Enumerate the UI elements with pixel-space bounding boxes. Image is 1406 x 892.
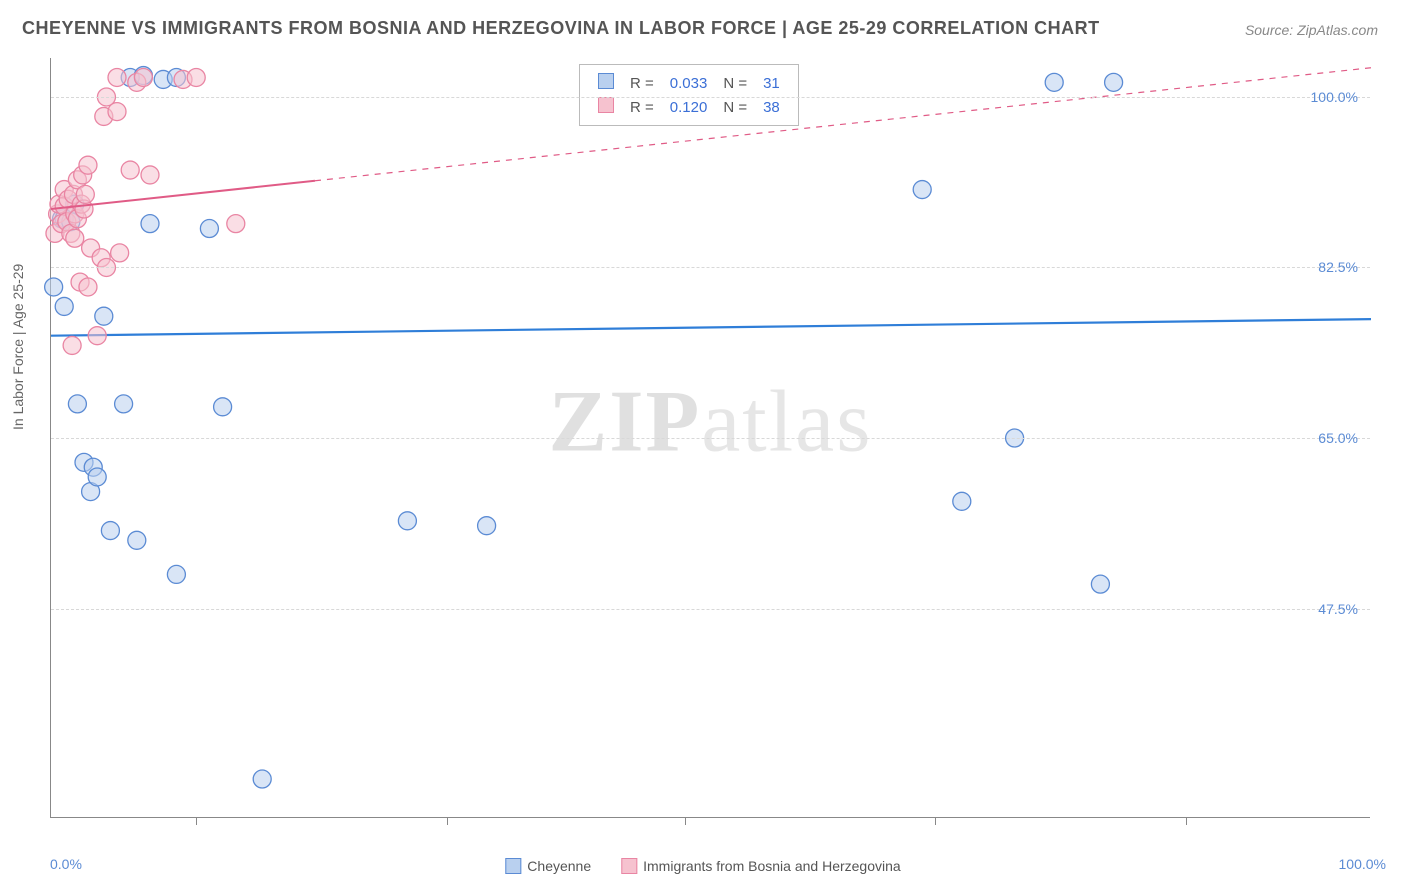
scatter-point (88, 468, 106, 486)
scatter-point (1091, 575, 1109, 593)
scatter-point (141, 215, 159, 233)
scatter-point (76, 185, 94, 203)
scatter-point (55, 297, 73, 315)
gridline (51, 609, 1370, 610)
x-tick (1186, 817, 1187, 825)
scatter-point (214, 398, 232, 416)
scatter-point (101, 522, 119, 540)
n-label: N = (715, 95, 755, 119)
scatter-point (913, 181, 931, 199)
scatter-point (953, 492, 971, 510)
scatter-point (398, 512, 416, 530)
scatter-point (200, 220, 218, 238)
scatter-point (108, 103, 126, 121)
legend-label: Cheyenne (527, 858, 591, 874)
scatter-point (167, 565, 185, 583)
bottom-legend: Cheyenne Immigrants from Bosnia and Herze… (505, 858, 900, 874)
legend-swatch (598, 73, 614, 89)
source-attribution: Source: ZipAtlas.com (1245, 22, 1378, 38)
trend-line (51, 319, 1371, 336)
scatter-point (63, 336, 81, 354)
x-tick (685, 817, 686, 825)
chart-title: CHEYENNE VS IMMIGRANTS FROM BOSNIA AND H… (22, 18, 1100, 39)
scatter-point (111, 244, 129, 262)
n-value: 38 (755, 95, 788, 119)
y-tick-label: 47.5% (1318, 601, 1358, 617)
scatter-point (79, 156, 97, 174)
r-value: 0.120 (662, 95, 716, 119)
stat-row: R =0.120N =38 (590, 95, 788, 119)
r-label: R = (622, 95, 662, 119)
legend-swatch (505, 858, 521, 874)
n-label: N = (715, 71, 755, 95)
x-tick (935, 817, 936, 825)
scatter-point (45, 278, 63, 296)
scatter-point (1105, 73, 1123, 91)
stat-row: R =0.033N =31 (590, 71, 788, 95)
r-value: 0.033 (662, 71, 716, 95)
x-tick (196, 817, 197, 825)
n-value: 31 (755, 71, 788, 95)
scatter-point (187, 68, 205, 86)
scatter-point (478, 517, 496, 535)
y-axis-label: In Labor Force | Age 25-29 (10, 264, 26, 430)
scatter-point (66, 229, 84, 247)
legend-swatch (598, 97, 614, 113)
scatter-point (95, 307, 113, 325)
scatter-point (68, 395, 86, 413)
scatter-point (79, 278, 97, 296)
legend-label: Immigrants from Bosnia and Herzegovina (643, 858, 901, 874)
scatter-point (134, 68, 152, 86)
plot-area: ZIPatlas R =0.033N =31R =0.120N =38 47.5… (50, 58, 1370, 818)
trend-line-extrapolated (315, 68, 1371, 181)
scatter-point (115, 395, 133, 413)
gridline (51, 267, 1370, 268)
y-tick-label: 100.0% (1311, 89, 1358, 105)
scatter-point (128, 531, 146, 549)
x-axis-min-label: 0.0% (50, 856, 82, 872)
gridline (51, 97, 1370, 98)
stat-table: R =0.033N =31R =0.120N =38 (590, 71, 788, 119)
x-tick (447, 817, 448, 825)
y-tick-label: 82.5% (1318, 259, 1358, 275)
correlation-stat-box: R =0.033N =31R =0.120N =38 (579, 64, 799, 126)
scatter-point (227, 215, 245, 233)
legend-item: Immigrants from Bosnia and Herzegovina (621, 858, 901, 874)
x-axis-max-label: 100.0% (1339, 856, 1386, 872)
scatter-point (121, 161, 139, 179)
r-label: R = (622, 71, 662, 95)
legend-swatch (621, 858, 637, 874)
y-tick-label: 65.0% (1318, 430, 1358, 446)
scatter-point (141, 166, 159, 184)
scatter-point (1045, 73, 1063, 91)
scatter-point (253, 770, 271, 788)
scatter-point (108, 68, 126, 86)
legend-item: Cheyenne (505, 858, 591, 874)
scatter-point (88, 327, 106, 345)
gridline (51, 438, 1370, 439)
